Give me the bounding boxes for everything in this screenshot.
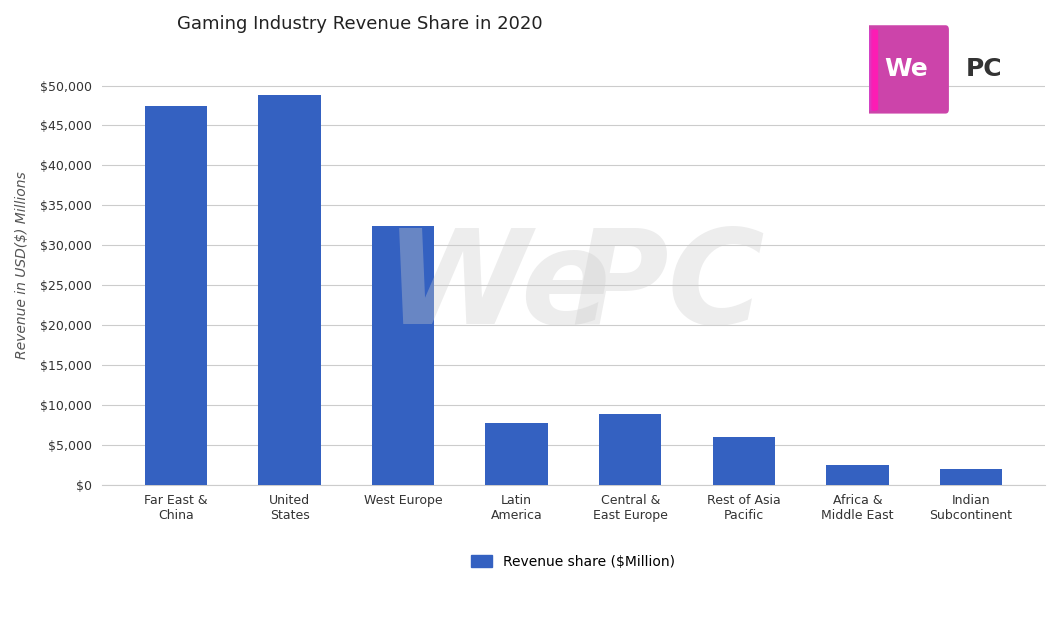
Bar	[870, 30, 874, 109]
Bar	[870, 30, 874, 109]
Bar	[869, 30, 873, 109]
Bar	[871, 30, 876, 109]
Bar	[870, 30, 874, 109]
Bar	[869, 30, 873, 109]
Text: PC: PC	[967, 57, 1003, 81]
Bar	[485, 423, 548, 485]
Bar	[872, 30, 877, 109]
Bar	[372, 226, 435, 485]
Bar	[872, 30, 877, 109]
Bar	[939, 469, 1002, 485]
Bar	[871, 30, 876, 109]
Text: Gaming Industry Revenue Share in 2020: Gaming Industry Revenue Share in 2020	[177, 15, 543, 33]
Bar	[145, 105, 207, 485]
Bar	[872, 30, 876, 109]
FancyBboxPatch shape	[866, 25, 949, 114]
Bar	[871, 30, 874, 109]
Text: We: We	[385, 223, 612, 351]
Text: We: We	[885, 57, 929, 81]
Bar	[871, 30, 876, 109]
Bar	[259, 95, 321, 485]
Bar	[870, 30, 873, 109]
Legend: Revenue share ($Million): Revenue share ($Million)	[466, 549, 681, 574]
Bar	[712, 437, 775, 485]
Bar	[599, 415, 661, 485]
Y-axis label: Revenue in USD($) Millions: Revenue in USD($) Millions	[15, 171, 29, 359]
Bar	[872, 30, 876, 109]
Bar	[869, 30, 873, 109]
Bar	[870, 30, 873, 109]
Text: PC: PC	[571, 223, 764, 351]
Bar	[871, 30, 874, 109]
Bar	[872, 30, 877, 109]
Bar	[872, 30, 876, 109]
Bar	[826, 465, 888, 485]
Bar	[870, 30, 873, 109]
